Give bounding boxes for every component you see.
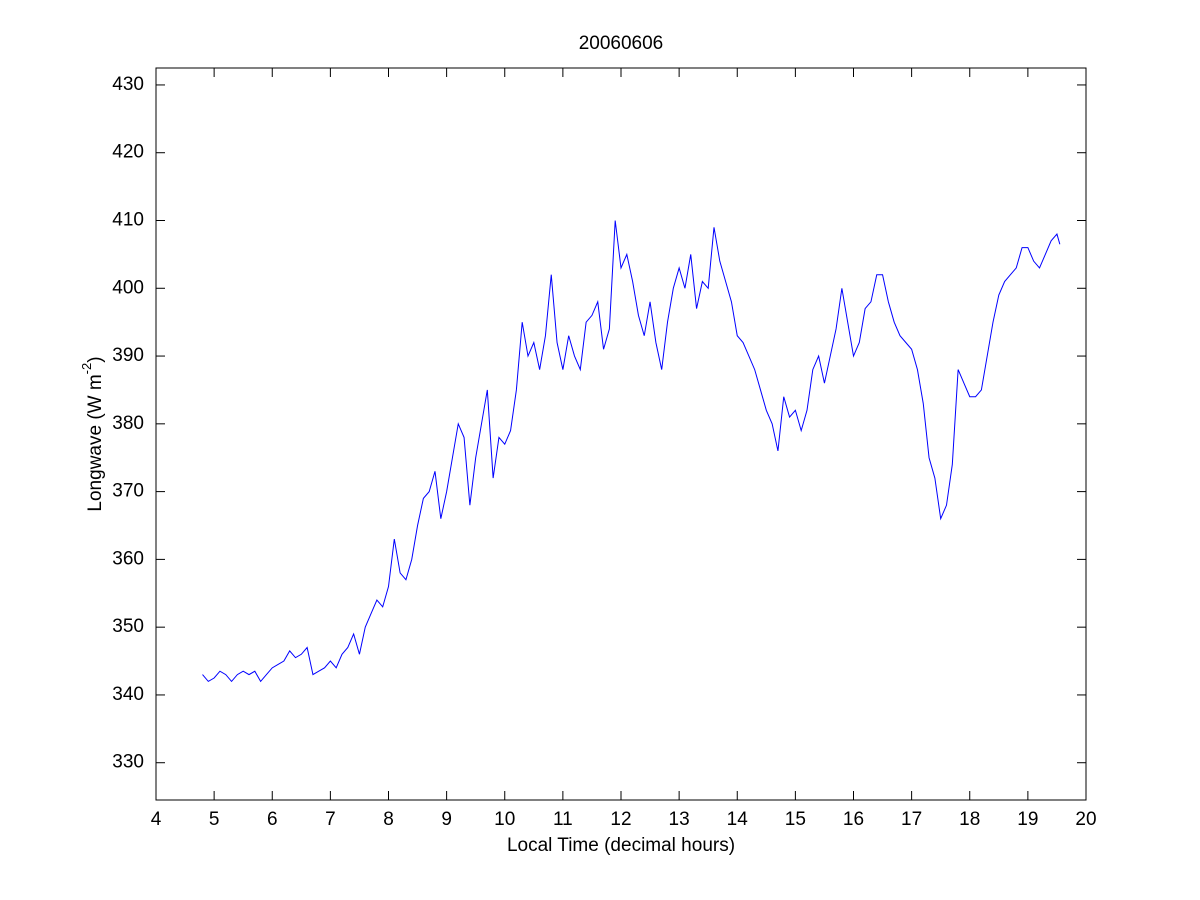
x-tick-label: 19 [1017,809,1038,830]
x-tick-label: 10 [494,809,515,830]
x-tick-label: 16 [843,809,864,830]
y-tick-label: 350 [112,616,144,637]
y-tick-label: 420 [112,142,144,163]
x-tick-label: 9 [441,809,452,830]
x-tick-label: 7 [325,809,336,830]
x-tick-label: 18 [959,809,980,830]
data-line [202,220,1061,683]
y-tick-label: 340 [112,684,144,705]
x-tick-label: 5 [209,809,220,830]
plot-frame [155,67,1087,801]
y-axis-label-close: ) [85,356,106,362]
y-tick-label: 330 [112,752,144,773]
y-axis-label-superscript: -2 [79,363,94,375]
y-axis-label: Longwave (W m-2) [79,356,106,511]
y-tick-label: 400 [112,277,144,298]
y-tick-label: 390 [112,345,144,366]
x-tick-label: 15 [785,809,806,830]
x-tick-label: 6 [267,809,278,830]
x-axis-label: Local Time (decimal hours) [507,835,735,856]
x-tick-label: 14 [727,809,749,830]
x-tick-label: 17 [901,809,922,830]
y-axis-label-text: Longwave (W m [85,374,106,511]
y-tick-label: 430 [112,74,144,95]
x-tick-label: 20 [1075,809,1096,830]
x-tick-label: 4 [151,809,162,830]
chart-title: 20060606 [579,33,664,54]
x-tick-label: 12 [610,809,631,830]
x-tick-label: 8 [383,809,394,830]
x-tick-label: 13 [669,809,690,830]
y-tick-label: 360 [112,548,144,569]
x-tick-label: 11 [553,809,573,830]
y-tick-label: 410 [112,210,144,231]
y-tick-label: 370 [112,481,144,502]
y-tick-label: 380 [112,413,144,434]
